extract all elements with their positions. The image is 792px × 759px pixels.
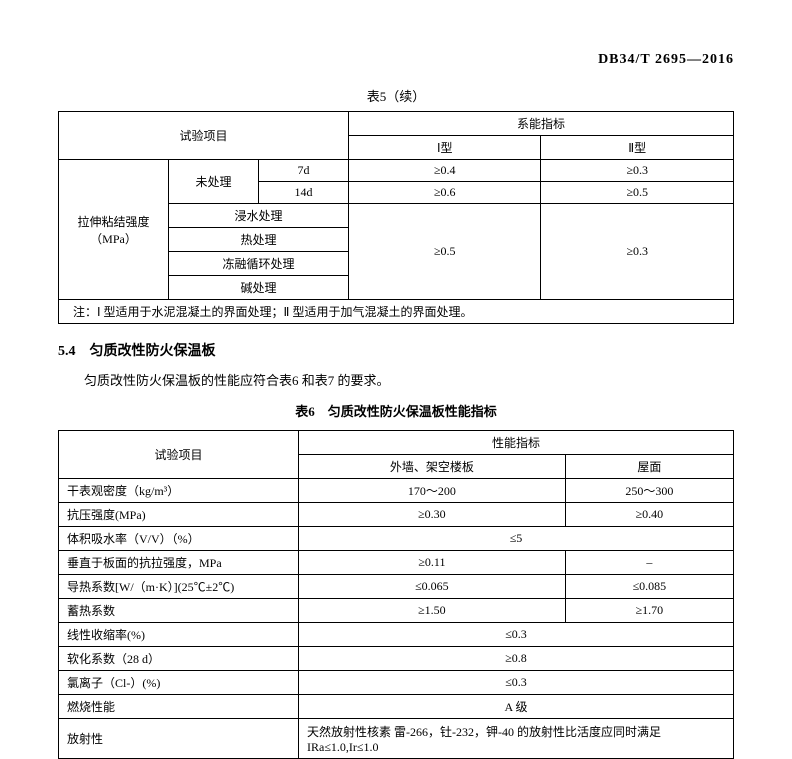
cell: 线性收缩率(%) [59,623,299,647]
cell: 抗压强度(MPa) [59,503,299,527]
table-row: 体积吸水率（V/V）（%） ≤5 [59,527,734,551]
cell: 蓄热系数 [59,599,299,623]
table6-h-col1: 外墙、架空楼板 [299,455,566,479]
cell: A 级 [299,695,734,719]
doc-code: DB34/T 2695—2016 [58,52,734,68]
table-row: 蓄热系数 ≥1.50 ≥1.70 [59,599,734,623]
table5-h-test: 试验项目 [59,112,349,160]
section-paragraph: 匀质改性防火保温板的性能应符合表6 和表7 的要求。 [58,370,734,389]
cell: 软化系数（28 d） [59,647,299,671]
cell: 未处理 [169,160,259,204]
cell: ≤0.085 [565,575,733,599]
table6-caption: 表6 匀质改性防火保温板性能指标 [58,401,734,420]
table5-caption: 表5（续） [58,86,734,105]
cell: 14d [259,182,349,204]
cell: ≥0.6 [349,182,541,204]
section-heading: 5.4 匀质改性防火保温板 [58,340,734,360]
cell: ≥0.8 [299,647,734,671]
table6-h-test: 试验项目 [59,431,299,479]
cell: ≥1.70 [565,599,733,623]
table-row: 线性收缩率(%) ≤0.3 [59,623,734,647]
cell: ≥0.30 [299,503,566,527]
table6-header-row1: 试验项目 性能指标 [59,431,734,455]
table-row: 氯离子（Cl-）(%) ≤0.3 [59,671,734,695]
cell: ≥0.4 [349,160,541,182]
table5: 试验项目 系能指标 Ⅰ型 Ⅱ型 拉伸粘结强度 （MPa） 未处理 7d ≥0.4… [58,111,734,324]
cell: ≤0.3 [299,623,734,647]
cell: 浸水处理 [169,204,349,228]
table-row: 垂直于板面的抗拉强度，MPa ≥0.11 – [59,551,734,575]
cell: 冻融循环处理 [169,252,349,276]
table5-header-row1: 试验项目 系能指标 [59,112,734,136]
cell: ≤0.065 [299,575,566,599]
table6-h-perf: 性能指标 [299,431,734,455]
cell: ≥0.5 [541,182,734,204]
table-row: 软化系数（28 d） ≥0.8 [59,647,734,671]
cell: 垂直于板面的抗拉强度，MPa [59,551,299,575]
cell: ≤5 [299,527,734,551]
table6-h-col2: 屋面 [565,455,733,479]
cell: 导热系数[W/（m·K）](25℃±2℃) [59,575,299,599]
table6: 试验项目 性能指标 外墙、架空楼板 屋面 干表观密度（kg/m³） 170～20… [58,430,734,759]
cell: 干表观密度（kg/m³） [59,479,299,503]
cell: 7d [259,160,349,182]
cell: 氯离子（Cl-）(%) [59,671,299,695]
section-title: 匀质改性防火保温板 [90,344,216,359]
table5-h-type1: Ⅰ型 [349,136,541,160]
cell: 碱处理 [169,276,349,300]
cell: 170～200 [299,479,566,503]
cell: 天然放射性核素 雷-266，钍-232，钾-40 的放射性比活度应同时满足 IR… [299,719,734,759]
cell: 热处理 [169,228,349,252]
cell: 体积吸水率（V/V）（%） [59,527,299,551]
cell: ≥0.5 [349,204,541,300]
cell: 250～300 [565,479,733,503]
table5-h-perf: 系能指标 [349,112,734,136]
table-row: 导热系数[W/（m·K）](25℃±2℃) ≤0.065 ≤0.085 [59,575,734,599]
section-num: 5.4 [58,344,76,359]
cell: – [565,551,733,575]
table5-h-type2: Ⅱ型 [541,136,734,160]
cell: ≥0.3 [541,204,734,300]
table-row: 抗压强度(MPa) ≥0.30 ≥0.40 [59,503,734,527]
table5-group-label: 拉伸粘结强度 （MPa） [59,160,169,300]
table-row: 拉伸粘结强度 （MPa） 未处理 7d ≥0.4 ≥0.3 [59,160,734,182]
table-row: 干表观密度（kg/m³） 170～200 250～300 [59,479,734,503]
table5-note-row: 注：Ⅰ 型适用于水泥混凝土的界面处理；Ⅱ 型适用于加气混凝土的界面处理。 [59,300,734,324]
cell: ≥0.3 [541,160,734,182]
cell: 放射性 [59,719,299,759]
cell: ≤0.3 [299,671,734,695]
table-row: 燃烧性能 A 级 [59,695,734,719]
cell: ≥0.40 [565,503,733,527]
cell: 燃烧性能 [59,695,299,719]
cell: ≥0.11 [299,551,566,575]
table5-note: 注：Ⅰ 型适用于水泥混凝土的界面处理；Ⅱ 型适用于加气混凝土的界面处理。 [59,300,734,324]
table-row: 放射性 天然放射性核素 雷-266，钍-232，钾-40 的放射性比活度应同时满… [59,719,734,759]
cell: ≥1.50 [299,599,566,623]
